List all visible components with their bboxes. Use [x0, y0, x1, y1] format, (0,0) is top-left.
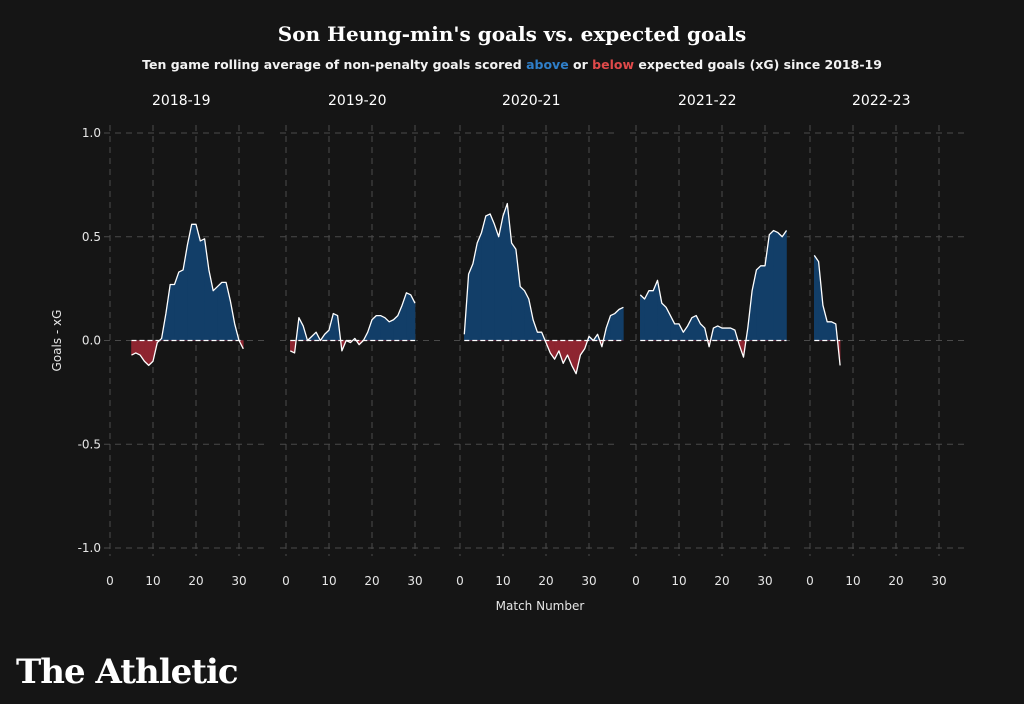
- panel-2020-21: [454, 125, 624, 556]
- area-below: [814, 340, 841, 366]
- panel-title: 2018-19: [152, 93, 211, 109]
- x-tick-label: 30: [581, 574, 596, 588]
- x-tick-label: 20: [888, 574, 903, 588]
- subtitle-or: or: [573, 57, 588, 72]
- panel-2018-19: [104, 125, 267, 556]
- panel-2021-22: [630, 125, 793, 556]
- x-axis-label: Match Number: [496, 599, 585, 613]
- x-tick-label: 10: [671, 574, 686, 588]
- area-below: [131, 340, 244, 367]
- x-tick-label: 0: [632, 574, 640, 588]
- y-tick-label: -1.0: [78, 541, 101, 555]
- y-tick-label: 1.0: [82, 126, 101, 140]
- x-tick-label: 0: [456, 574, 464, 588]
- x-tick-label: 10: [145, 574, 160, 588]
- area-below: [290, 340, 415, 354]
- y-tick-label: -0.5: [78, 437, 101, 451]
- y-tick-label: 0.0: [82, 334, 101, 348]
- series-line: [131, 223, 244, 367]
- subtitle-suffix: expected goals (xG) since 2018-19: [638, 57, 882, 72]
- y-axis-label: Goals - xG: [50, 310, 64, 372]
- x-tick-label: 20: [364, 574, 379, 588]
- subtitle-above: above: [526, 57, 569, 72]
- x-tick-label: 0: [106, 574, 114, 588]
- panel-title: 2019-20: [328, 93, 387, 109]
- x-tick-label: 0: [806, 574, 814, 588]
- x-tick-label: 10: [321, 574, 336, 588]
- x-tick-label: 0: [282, 574, 290, 588]
- area-below: [464, 340, 624, 374]
- chart-title: Son Heung-min's goals vs. expected goals: [277, 22, 747, 46]
- the-athletic-logo: The Athletic: [16, 652, 239, 692]
- chart-subtitle: Ten game rolling average of non-penalty …: [0, 57, 1024, 72]
- x-tick-label: 20: [188, 574, 203, 588]
- x-tick-label: 10: [845, 574, 860, 588]
- series-line: [463, 202, 624, 375]
- series-line: [290, 292, 416, 354]
- x-tick-label: 30: [757, 574, 772, 588]
- area-above: [464, 203, 624, 341]
- x-tick-label: 20: [714, 574, 729, 588]
- panel-2022-23: [804, 125, 967, 556]
- series-line: [813, 255, 841, 366]
- x-tick-label: 30: [931, 574, 946, 588]
- panel-title: 2020-21: [502, 93, 561, 109]
- chart-svg: Goals - xG 1.0 0.5 0.0 -0.5 -1.0 Match Number 2…: [50, 93, 967, 613]
- x-tick-label: 30: [407, 574, 422, 588]
- x-tick-label: 20: [538, 574, 553, 588]
- x-tick-label: 30: [231, 574, 246, 588]
- panel-title: 2021-22: [678, 93, 737, 109]
- panel-title: 2022-23: [852, 93, 911, 109]
- x-tick-label: 10: [495, 574, 510, 588]
- panel-2019-20: [280, 125, 443, 556]
- subtitle-below: below: [592, 57, 635, 72]
- y-tick-label: 0.5: [82, 230, 101, 244]
- series-line: [639, 229, 788, 358]
- subtitle-prefix: Ten game rolling average of non-penalty …: [142, 57, 522, 72]
